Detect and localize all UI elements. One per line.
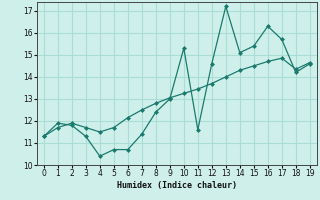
X-axis label: Humidex (Indice chaleur): Humidex (Indice chaleur) — [117, 181, 237, 190]
